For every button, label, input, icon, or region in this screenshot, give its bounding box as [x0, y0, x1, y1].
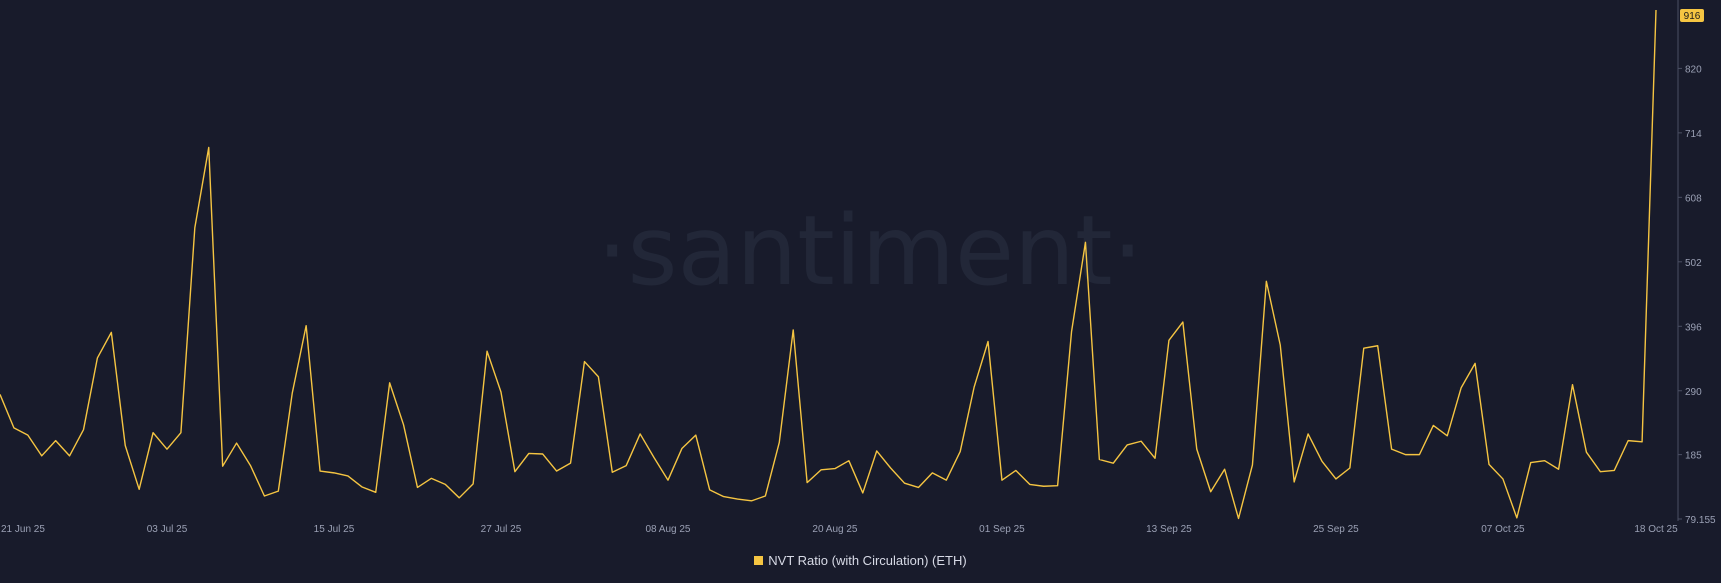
- x-tick-label: 13 Sep 25: [1146, 524, 1192, 535]
- x-axis: 21 Jun 25 03 Jul 25 15 Jul 25 27 Jul 25 08 A…: [1, 524, 1678, 535]
- x-tick-label: 01 Sep 25: [979, 524, 1025, 535]
- y-tick-label: 185: [1685, 451, 1702, 462]
- last-value-marker: 916: [1680, 9, 1704, 22]
- x-tick-label: 25 Sep 25: [1313, 524, 1359, 535]
- y-tick-label: 79.155: [1685, 515, 1716, 526]
- legend[interactable]: NVT Ratio (with Circulation) (ETH): [0, 553, 1721, 568]
- x-tick-label: 18 Oct 25: [1634, 524, 1678, 535]
- y-tick-label: 820: [1685, 64, 1702, 75]
- legend-swatch: [754, 556, 764, 566]
- watermark: ·santiment·: [597, 195, 1143, 307]
- series-line-nvt-ratio[interactable]: [0, 9, 1657, 520]
- x-tick-label: 27 Jul 25: [481, 524, 522, 535]
- y-tick-label: 608: [1685, 193, 1702, 204]
- y-axis: 79.155 185 290 396 502 608 714 820: [1677, 0, 1716, 526]
- x-tick-label: 20 Aug 25: [812, 524, 857, 535]
- x-tick-label: 08 Aug 25: [645, 524, 690, 535]
- y-tick-label: 396: [1685, 322, 1702, 333]
- series-group: [0, 9, 1657, 520]
- x-tick-label: 03 Jul 25: [147, 524, 188, 535]
- y-tick-label: 290: [1685, 387, 1702, 398]
- x-tick-label: 07 Oct 25: [1481, 524, 1525, 535]
- last-value-badge: [1680, 9, 1704, 22]
- y-tick-label: 714: [1685, 129, 1702, 140]
- x-tick-label: 15 Jul 25: [314, 524, 355, 535]
- y-tick-label: 502: [1685, 258, 1702, 269]
- x-tick-label: 21 Jun 25: [1, 524, 45, 535]
- last-value-label: 916: [1684, 11, 1701, 22]
- legend-label: NVT Ratio (with Circulation) (ETH): [768, 553, 967, 568]
